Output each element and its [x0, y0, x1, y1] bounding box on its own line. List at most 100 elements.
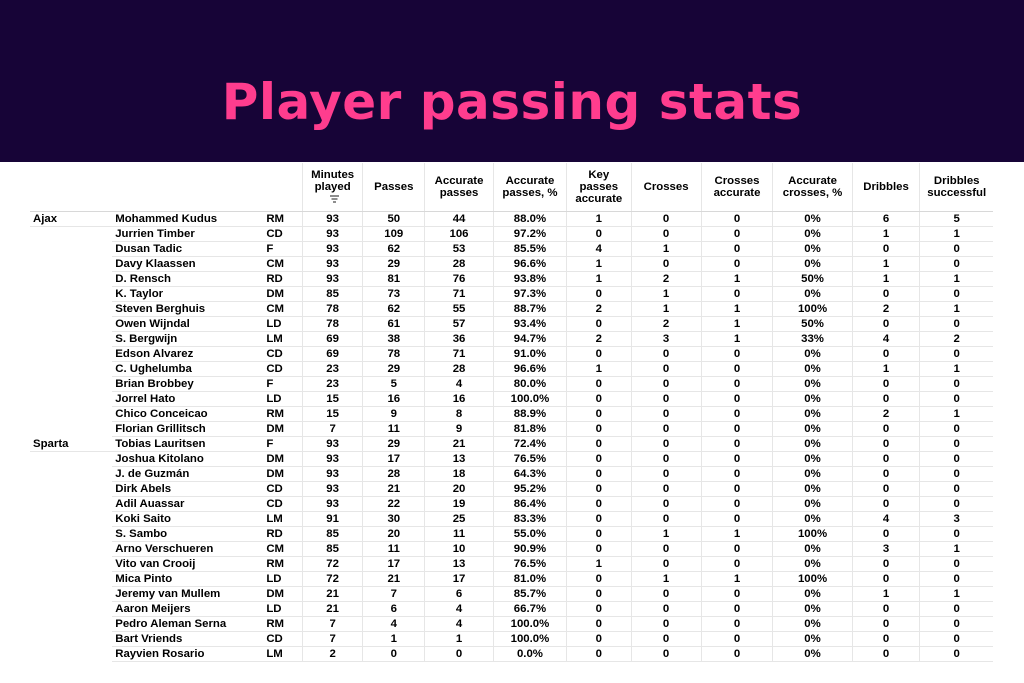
title-banner: Player passing stats: [0, 0, 1024, 162]
sort-descending-icon[interactable]: [330, 195, 340, 203]
table-row: Florian Grillitsch DM 7 11 9 81.8% 0 0 0 0% 0 0: [30, 421, 993, 437]
table-row: S. Bergwijn LM 69 38 36 94.7% 2 3 1 33% 4 2: [30, 331, 993, 347]
column-header-label: played: [314, 181, 351, 193]
stat-value-cell: 0: [565, 316, 632, 332]
column-header[interactable]: Crosses accurate: [700, 163, 773, 212]
stat-value-cell: 0%: [772, 511, 853, 527]
stat-value-cell: 1: [919, 226, 993, 242]
stat-value-cell: 0: [919, 241, 993, 257]
player-name-cell: Rayvien Rosario: [112, 646, 265, 662]
column-header[interactable]: Passes: [362, 163, 425, 212]
stat-value-cell: 1: [565, 256, 632, 272]
stat-value-cell: 1: [565, 211, 632, 227]
column-header[interactable]: Minutes played: [301, 163, 363, 212]
table-row: Vito van Crooij RM 72 17 13 76.5% 1 0 0 0% 0 0: [30, 556, 993, 572]
stat-value-cell: 0: [565, 646, 632, 662]
table-row: Ajax Mohammed Kudus RM 93 50 44 88.0% 1 0 0 0% 6 5: [30, 211, 993, 227]
stat-value-cell: 0: [851, 391, 920, 407]
stat-value-cell: 1: [700, 331, 773, 347]
stat-value-cell: 0: [851, 631, 920, 647]
stat-value-cell: 4: [424, 616, 494, 632]
stat-value-cell: 0: [919, 451, 993, 467]
table-row: K. Taylor DM 85 73 71 97.3% 0 1 0 0% 0 0: [30, 286, 993, 302]
column-header-label: accurate: [575, 193, 623, 205]
stat-value-cell: 0: [919, 346, 993, 362]
player-name-cell: Jeremy van Mullem: [112, 586, 265, 602]
stat-value-cell: 2: [630, 271, 702, 287]
stat-value-cell: 0: [919, 616, 993, 632]
stat-value-cell: 0: [700, 511, 773, 527]
position-cell: RM: [264, 211, 303, 227]
stat-value-cell: 1: [700, 316, 773, 332]
player-name-cell: Vito van Crooij: [112, 556, 265, 572]
stat-value-cell: 1: [565, 271, 632, 287]
stat-value-cell: 0%: [772, 466, 853, 482]
stat-value-cell: 0: [630, 496, 702, 512]
stat-value-cell: 93: [301, 256, 363, 272]
stat-value-cell: 6: [424, 586, 494, 602]
table-row: S. Sambo RD 85 20 11 55.0% 0 1 1 100% 0 0: [30, 526, 993, 542]
stat-value-cell: 85: [301, 286, 363, 302]
stat-value-cell: 0: [851, 241, 920, 257]
stat-value-cell: 62: [362, 301, 425, 317]
stat-value-cell: 0: [700, 496, 773, 512]
player-name-cell: Bart Vriends: [112, 631, 265, 647]
stat-value-cell: 10: [424, 541, 494, 557]
stat-value-cell: 4: [362, 616, 425, 632]
column-header[interactable]: Dribbles successful: [919, 163, 993, 212]
team-cell: [30, 362, 112, 377]
stat-value-cell: 1: [700, 271, 773, 287]
column-header[interactable]: Accurate passes: [424, 163, 494, 212]
position-cell: CM: [264, 301, 303, 317]
team-cell: [30, 482, 112, 497]
stat-value-cell: 15: [301, 391, 363, 407]
stat-value-cell: 29: [362, 436, 425, 452]
player-name-cell: Dusan Tadic: [112, 241, 265, 257]
stat-value-cell: 1: [919, 301, 993, 317]
position-cell: LD: [264, 601, 303, 617]
stat-value-cell: 0: [565, 451, 632, 467]
stat-value-cell: 20: [362, 526, 425, 542]
column-header[interactable]: Accurate passes, %: [492, 163, 567, 212]
stat-value-cell: 0%: [772, 646, 853, 662]
stat-value-cell: 0: [919, 286, 993, 302]
stat-value-cell: 81.0%: [492, 571, 567, 587]
table-row: Jorrel Hato LD 15 16 16 100.0% 0 0 0 0% 0 0: [30, 391, 993, 407]
stat-value-cell: 97.3%: [492, 286, 567, 302]
stat-value-cell: 1: [700, 526, 773, 542]
stat-value-cell: 50%: [772, 271, 853, 287]
stat-value-cell: 15: [301, 406, 363, 422]
team-cell: [30, 347, 112, 362]
stat-value-cell: 0: [630, 556, 702, 572]
stat-value-cell: 11: [424, 526, 494, 542]
team-cell: [30, 332, 112, 347]
team-cell: Ajax: [30, 211, 113, 227]
player-name-cell: Aaron Meijers: [112, 601, 265, 617]
column-header[interactable]: Accurate crosses, %: [772, 163, 853, 212]
stat-value-cell: 7: [362, 586, 425, 602]
stat-value-cell: 1: [851, 256, 920, 272]
column-header[interactable]: Crosses: [630, 163, 702, 212]
table-row: Owen Wijndal LD 78 61 57 93.4% 0 2 1 50% 0 0: [30, 316, 993, 332]
stat-value-cell: 106: [424, 226, 494, 242]
stat-value-cell: 0%: [772, 391, 853, 407]
column-header[interactable]: Key passes accurate: [565, 163, 632, 212]
stat-value-cell: 0: [565, 286, 632, 302]
stat-value-cell: 0%: [772, 406, 853, 422]
table-row: Edson Alvarez CD 69 78 71 91.0% 0 0 0 0% 0 0: [30, 346, 993, 362]
column-header-label: passes: [579, 181, 619, 193]
column-header-label: passes: [439, 187, 479, 199]
stats-table-container: Minutes played Passes Accurate passes Accurat…: [30, 163, 993, 662]
stat-value-cell: 50%: [772, 316, 853, 332]
stat-value-cell: 0: [630, 481, 702, 497]
position-cell: CD: [264, 361, 303, 377]
table-row: Sparta Tobias Lauritsen F 93 29 21 72.4% 0 0 0 0% 0…: [30, 436, 993, 452]
stat-value-cell: 28: [362, 466, 425, 482]
stat-value-cell: 1: [919, 361, 993, 377]
stat-value-cell: 66.7%: [492, 601, 567, 617]
column-header-label: Passes: [374, 180, 414, 193]
stat-value-cell: 2: [630, 316, 702, 332]
team-column-header: [30, 163, 113, 212]
column-header[interactable]: Dribbles: [851, 163, 920, 212]
position-cell: CD: [264, 346, 303, 362]
